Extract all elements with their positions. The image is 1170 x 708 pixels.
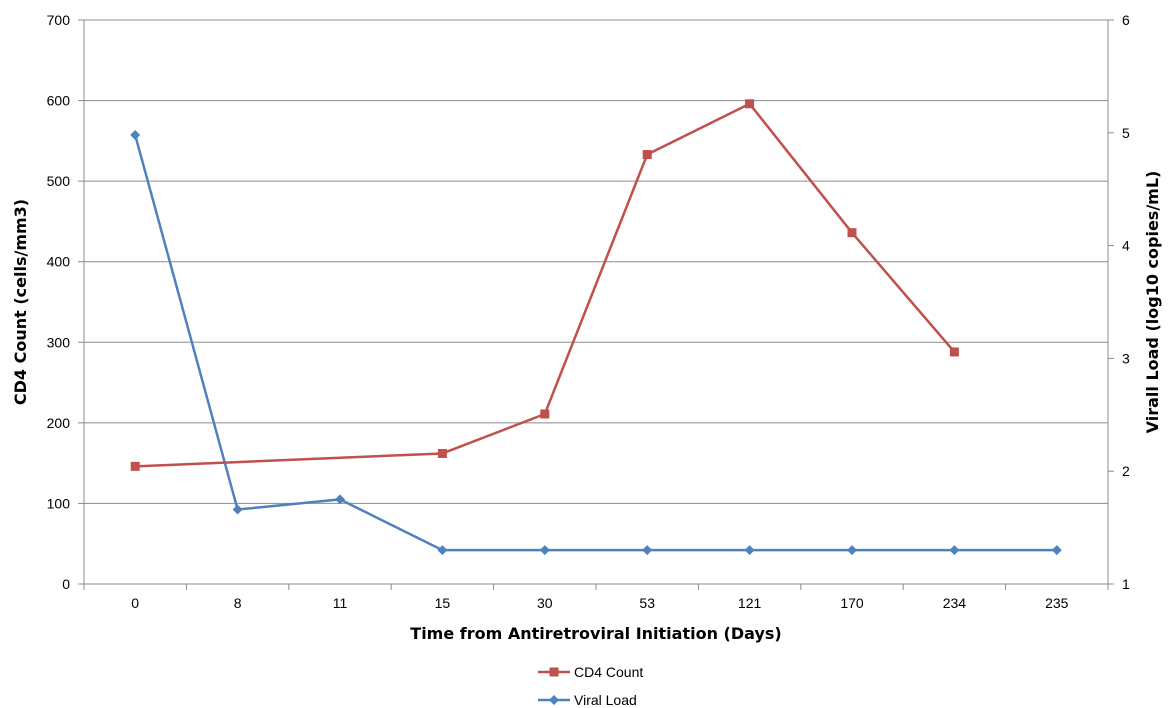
x-tick-label: 11 [333,595,348,611]
gridlines [84,19,1108,504]
y2-tick-label: 1 [1122,576,1130,592]
legend-viral-load-marker [549,695,559,705]
series-lines [130,99,1062,556]
y-tick-label: 700 [47,12,71,28]
x-tick-label: 234 [943,595,967,611]
x-tick-label: 0 [131,595,139,611]
x-tick-label: 53 [639,595,655,611]
legend-cd4-count-marker [549,667,559,677]
y2-tick-label: 3 [1122,350,1130,366]
x-tick-label: 15 [435,595,451,611]
y-tick-label: 200 [47,415,71,431]
y-tick-label: 500 [47,173,71,189]
left-axis-ticks: 0 100 200 300 400 500 600 700 [47,12,71,592]
x-tick-label: 8 [234,595,242,611]
x-tick-label: 121 [738,595,762,611]
y-tick-label: 100 [47,495,71,511]
cd4-count-point [540,409,550,419]
y2-axis-title: Virall Load (log10 copies/mL) [1143,171,1162,434]
viral-load-point [437,545,448,556]
axes [78,19,1114,590]
viral-load-point [847,545,857,556]
viral-load-point [1051,545,1062,556]
cd4-count-point [130,461,140,471]
x-tick-label: 170 [840,595,864,611]
viral-load-point [335,494,345,505]
y-axis-title: CD4 Count (cells/mm3) [11,199,30,405]
y-tick-label: 600 [47,93,71,109]
y2-tick-label: 5 [1122,125,1130,141]
y2-tick-label: 6 [1122,12,1130,28]
cd4-count-point [949,347,959,357]
viral-load-point [744,545,755,556]
y-tick-label: 0 [62,576,70,592]
x-tick-label: 30 [537,595,553,611]
cd4-count-point [745,99,755,109]
x-axis-title: Time from Antiretroviral Initiation (Day… [410,624,781,643]
viral-load-point [539,545,550,556]
x-tick-label: 235 [1045,595,1069,611]
cd4-count-point [847,228,857,238]
y2-tick-label: 2 [1122,463,1130,479]
viral-load-point [949,545,960,556]
right-axis-ticks: 1 2 3 4 5 6 [1122,12,1130,592]
viral-load-point [232,504,243,515]
plot-area [84,20,1108,584]
legend-viral-load-label: Viral Load [574,692,637,708]
y-tick-label: 300 [47,334,71,350]
viral-load-line [133,134,1057,552]
x-axis-ticks: 0 8 11 15 30 53 121 170 234 235 [131,595,1068,611]
viral-load-point [130,130,141,141]
cd4-count-point [642,150,652,160]
y2-tick-label: 4 [1122,238,1130,254]
y-tick-label: 400 [47,254,71,270]
legend: CD4 Count Viral Load [538,664,643,708]
viral-load-point [642,545,653,556]
cd4-count-point [437,448,447,458]
legend-cd4-count-label: CD4 Count [574,664,643,680]
